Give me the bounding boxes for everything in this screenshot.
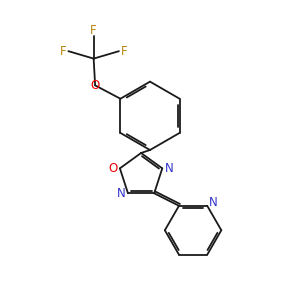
Text: O: O bbox=[109, 162, 118, 175]
Text: F: F bbox=[121, 45, 128, 58]
Text: F: F bbox=[60, 45, 66, 58]
Text: N: N bbox=[164, 162, 173, 175]
Text: N: N bbox=[117, 187, 126, 200]
Text: O: O bbox=[91, 79, 100, 92]
Text: N: N bbox=[209, 196, 218, 209]
Text: F: F bbox=[90, 25, 97, 38]
